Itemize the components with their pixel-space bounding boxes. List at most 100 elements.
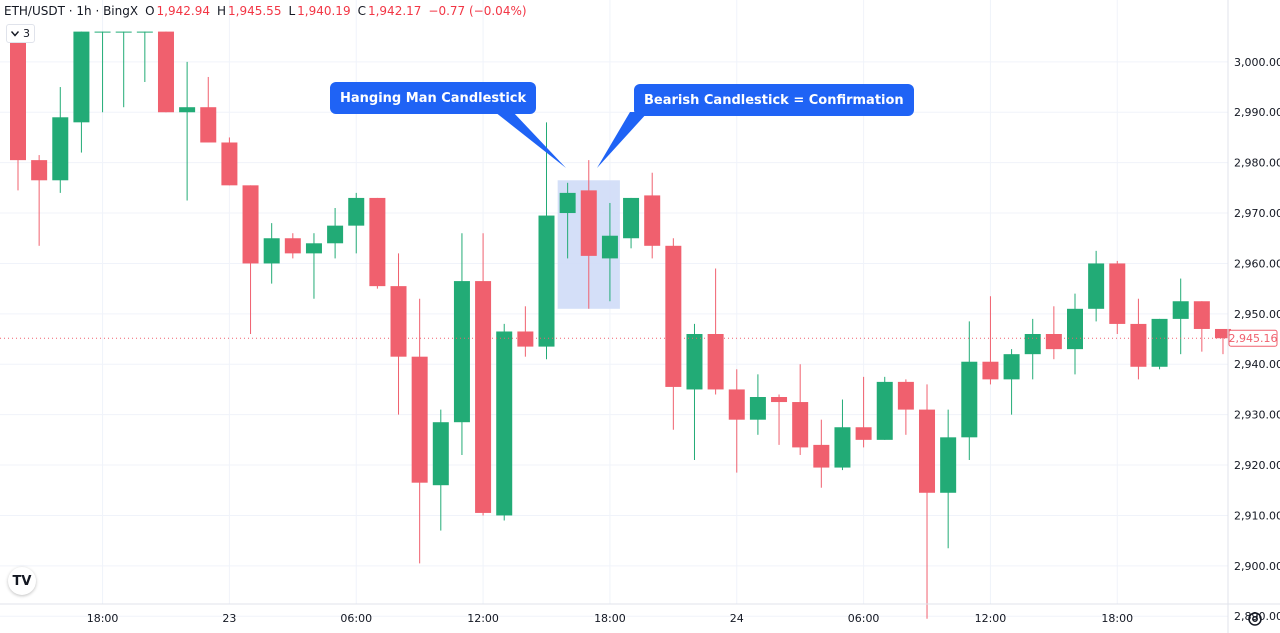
candle-body xyxy=(1067,308,1083,350)
candle-bearish xyxy=(813,419,830,488)
candle-body xyxy=(31,160,48,181)
tradingview-logo[interactable]: TV xyxy=(8,567,36,595)
candle-body xyxy=(792,402,809,448)
candle-body xyxy=(855,427,872,440)
candle-body xyxy=(897,381,914,410)
candle-body xyxy=(475,281,492,513)
candle-body xyxy=(1088,263,1105,309)
candle-bearish xyxy=(580,160,597,309)
candle-body xyxy=(919,409,936,493)
candle-bullish xyxy=(136,31,153,83)
candle-bearish xyxy=(475,233,492,516)
last-price-marker: 2,945.16 xyxy=(1228,329,1278,347)
candle-bearish xyxy=(644,172,661,259)
candle-bearish xyxy=(982,296,999,385)
price-tick-label: 2,960.00 xyxy=(1234,257,1280,270)
candle-bearish xyxy=(665,238,682,430)
gear-icon[interactable] xyxy=(1246,610,1264,628)
candle-body xyxy=(623,197,640,239)
candle-bullish xyxy=(432,409,449,531)
candle-bearish xyxy=(728,369,745,473)
candle-bullish xyxy=(1067,293,1083,375)
price-tick-label: 2,890.00 xyxy=(1234,610,1280,623)
candle-bullish xyxy=(1088,250,1105,322)
price-tick-label: 2,910.00 xyxy=(1234,509,1280,522)
time-tick-label: 18:00 xyxy=(594,612,626,625)
candle-body xyxy=(242,185,259,264)
candle-bearish xyxy=(1045,306,1062,360)
candle-body xyxy=(749,397,766,420)
candle-body xyxy=(221,142,238,186)
time-tick-label: 18:00 xyxy=(1101,612,1133,625)
price-tick-label: 2,950.00 xyxy=(1234,308,1280,321)
candle-bearish xyxy=(369,197,386,289)
candle-body xyxy=(136,31,153,33)
candle-bearish xyxy=(1193,301,1210,352)
candle-bullish xyxy=(52,87,69,193)
low-label: L xyxy=(288,4,296,18)
candle-body xyxy=(728,389,745,420)
bearish-pointer xyxy=(597,112,648,168)
hanging-man-callout: Hanging Man Candlestick xyxy=(330,82,537,114)
candle-bearish xyxy=(157,31,174,113)
candle-bearish xyxy=(1109,260,1126,335)
time-tick-label: 06:00 xyxy=(340,612,372,625)
candle-body xyxy=(982,361,999,380)
candle-body xyxy=(644,195,661,246)
candle-bearish xyxy=(31,155,48,246)
time-tick-label: 12:00 xyxy=(467,612,499,625)
indicator-count: 3 xyxy=(23,27,30,40)
candle-bullish xyxy=(623,197,640,249)
price-tick-label: 2,930.00 xyxy=(1234,409,1280,422)
candle-bearish xyxy=(221,137,238,186)
candle-body xyxy=(517,331,534,347)
open-label: O xyxy=(145,4,155,18)
candle-bearish xyxy=(1130,298,1147,380)
candle-body xyxy=(200,107,217,143)
candle-body xyxy=(432,422,449,486)
candle-body xyxy=(115,31,132,33)
candle-bearish xyxy=(284,233,301,259)
candle-body xyxy=(1214,328,1231,339)
candle-bullish xyxy=(1151,318,1168,370)
candle-body xyxy=(10,31,26,161)
low-value: 1,940.19 xyxy=(297,4,351,18)
last-price-label: 2,945.16 xyxy=(1229,332,1278,345)
high-value: 1,945.55 xyxy=(228,4,282,18)
symbol-title[interactable]: ETH/USDT · 1h · BingX xyxy=(4,4,139,18)
price-tick-label: 3,000.00 xyxy=(1234,56,1280,69)
candle-bearish xyxy=(707,268,724,395)
candle-bullish xyxy=(115,31,132,108)
candle-body xyxy=(1109,263,1126,324)
candle-body xyxy=(1193,301,1210,329)
candles xyxy=(10,31,1231,619)
price-tick-label: 2,900.00 xyxy=(1234,560,1280,573)
candle-bullish xyxy=(305,233,322,299)
candle-body xyxy=(813,444,830,468)
candle-body xyxy=(411,356,428,483)
symbol-legend: ETH/USDT · 1h · BingX O 1,942.94 H 1,945.5… xyxy=(4,4,527,18)
candle-body xyxy=(961,361,978,438)
candle-body xyxy=(1045,334,1062,350)
indicators-toggle[interactable]: 3 xyxy=(6,24,35,43)
high-label: H xyxy=(216,4,227,18)
candle-bullish xyxy=(686,323,703,461)
hanging-man-pointer xyxy=(495,112,566,168)
close-value: 1,942.17 xyxy=(367,4,422,18)
candle-bearish xyxy=(855,376,872,448)
time-axis[interactable]: 18:00 23 06:00 12:00 18:00 24 06:00 12:00 18:00 xyxy=(87,612,1133,625)
candle-body xyxy=(94,31,111,33)
price-axis[interactable]: 3,000.00 2,990.00 2,980.00 2,970.00 2,960.00… xyxy=(1234,56,1280,623)
candle-body xyxy=(1151,318,1168,367)
open-value: 1,942.94 xyxy=(156,4,210,18)
candle-body xyxy=(73,31,90,123)
candle-body xyxy=(538,215,555,347)
candle-bullish xyxy=(73,31,90,153)
candle-body xyxy=(369,197,386,287)
candle-body xyxy=(665,245,682,387)
hanging-man-text: Hanging Man Candlestick xyxy=(340,90,527,106)
price-tick-label: 2,970.00 xyxy=(1234,207,1280,220)
candle-bullish xyxy=(834,399,851,471)
candle-body xyxy=(157,31,174,113)
